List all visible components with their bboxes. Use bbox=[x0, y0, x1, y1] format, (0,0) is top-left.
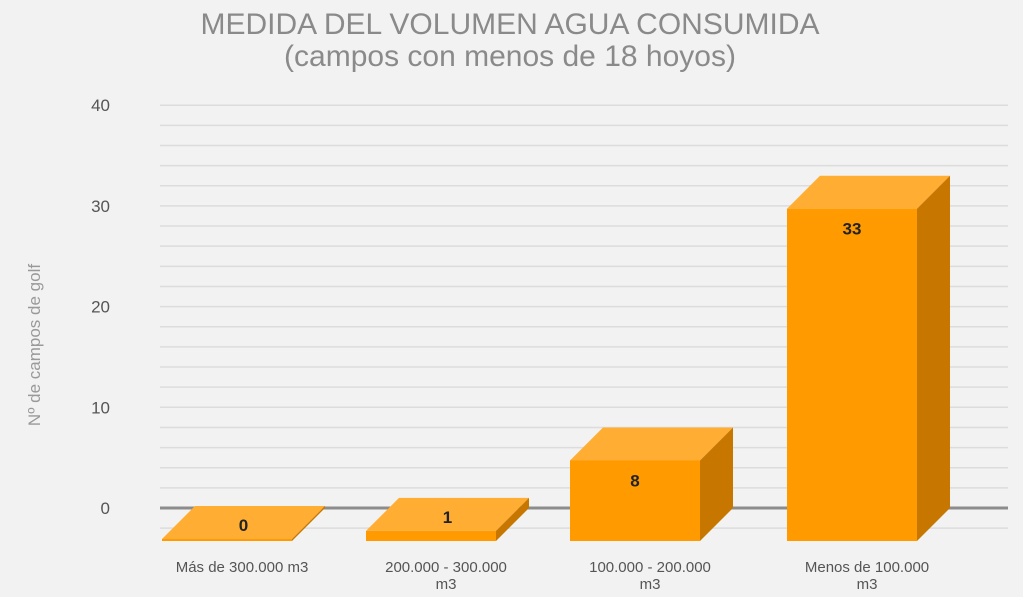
bar-front bbox=[366, 530, 496, 541]
bar-front bbox=[162, 539, 292, 541]
y-tick-label: 10 bbox=[91, 398, 110, 417]
bar: 1 bbox=[366, 497, 529, 541]
y-tick-label: 30 bbox=[91, 197, 110, 216]
bar-side bbox=[700, 427, 733, 541]
x-category-label: 200.000 - 300.000 bbox=[385, 559, 507, 576]
chart-title: MEDIDA DEL VOLUMEN AGUA CONSUMIDA bbox=[200, 8, 819, 41]
x-category-label: m3 bbox=[640, 576, 661, 593]
bar-side bbox=[496, 497, 529, 541]
bar: 8 bbox=[570, 427, 733, 541]
bar-top bbox=[787, 175, 950, 209]
data-label: 1 bbox=[443, 508, 452, 527]
bar-side bbox=[292, 506, 325, 541]
bar-front bbox=[787, 208, 917, 541]
y-tick-label: 20 bbox=[91, 298, 110, 317]
chart-subtitle: (campos con menos de 18 hoyos) bbox=[284, 40, 736, 73]
bar-front bbox=[570, 460, 700, 541]
y-tick-label: 40 bbox=[91, 96, 110, 115]
bar: 0 bbox=[162, 506, 325, 541]
bar-top bbox=[366, 497, 529, 531]
y-tick-label: 0 bbox=[101, 499, 110, 518]
x-category-label: m3 bbox=[436, 576, 457, 593]
x-category-label: 100.000 - 200.000 bbox=[589, 559, 711, 576]
bar-side bbox=[917, 175, 950, 541]
x-category-label: m3 bbox=[857, 576, 878, 593]
bar-top bbox=[570, 427, 733, 461]
y-axis-label: Nº de campos de golf bbox=[25, 264, 44, 426]
x-category-label: Menos de 100.000 bbox=[805, 559, 929, 576]
data-label: 33 bbox=[843, 220, 862, 239]
x-category-label: Más de 300.000 m3 bbox=[176, 559, 309, 576]
bar-top bbox=[162, 506, 325, 539]
data-label: 8 bbox=[630, 471, 639, 490]
bar: 33 bbox=[787, 175, 950, 541]
data-label: 0 bbox=[239, 516, 248, 535]
